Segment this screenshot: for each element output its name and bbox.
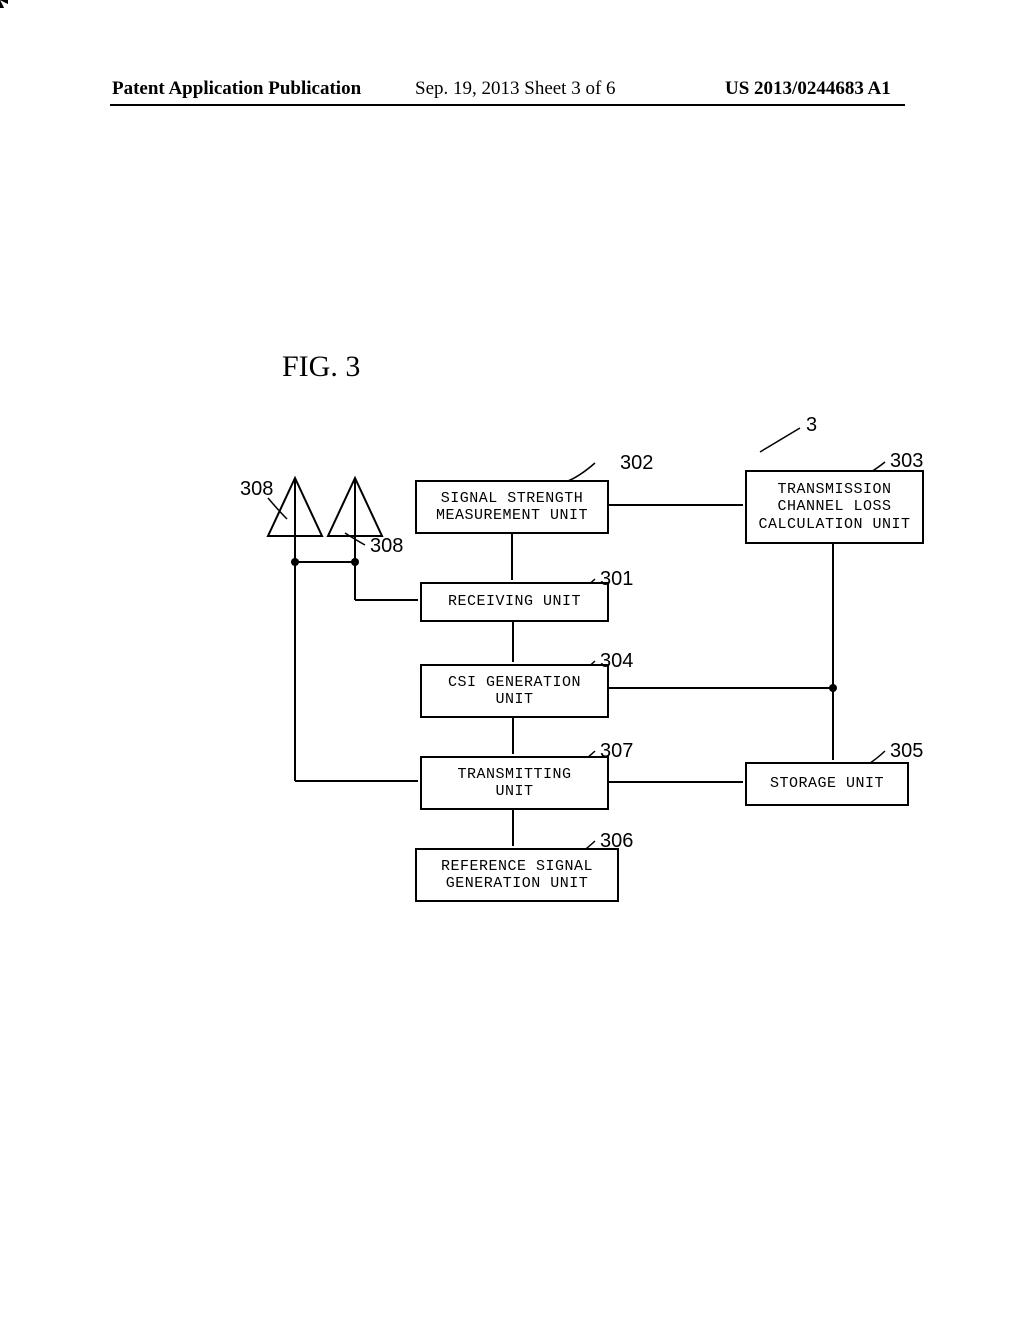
block-b302: SIGNAL STRENGTHMEASUREMENT UNIT: [415, 480, 609, 534]
ref-304-r304: 304: [600, 650, 633, 673]
ref-303-r303: 303: [890, 450, 923, 473]
diagram-svg: [0, 0, 1024, 1320]
header-rule: [110, 104, 905, 106]
ref-305-r305: 305: [890, 740, 923, 763]
ref-302-r302: 302: [620, 452, 653, 475]
figure-title: FIG. 3: [282, 350, 360, 384]
ref-308-r308a: 308: [240, 478, 273, 501]
ref-307-r307: 307: [600, 740, 633, 763]
header-left: Patent Application Publication: [112, 78, 361, 100]
ref-306-r306: 306: [600, 830, 633, 853]
header-right: US 2013/0244683 A1: [725, 78, 891, 100]
ref-3-r3: 3: [806, 414, 817, 437]
ref-301-r301: 301: [600, 568, 633, 591]
block-b301: RECEIVING UNIT: [420, 582, 609, 622]
block-b305: STORAGE UNIT: [745, 762, 909, 806]
ref-308-r308b: 308: [370, 535, 403, 558]
block-b306: REFERENCE SIGNALGENERATION UNIT: [415, 848, 619, 902]
header-mid: Sep. 19, 2013 Sheet 3 of 6: [415, 78, 616, 100]
block-b303: TRANSMISSIONCHANNEL LOSSCALCULATION UNIT: [745, 470, 924, 544]
block-b307: TRANSMITTINGUNIT: [420, 756, 609, 810]
block-b304: CSI GENERATIONUNIT: [420, 664, 609, 718]
